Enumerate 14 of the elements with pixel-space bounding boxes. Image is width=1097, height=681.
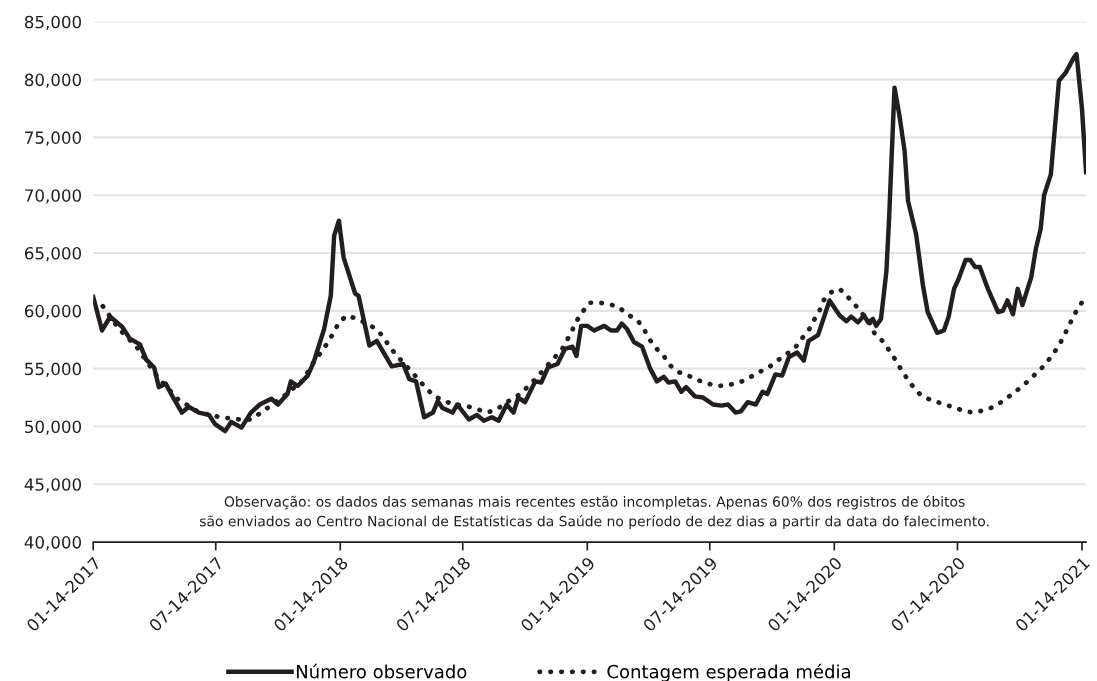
y-tick-label: 80,000	[24, 73, 82, 88]
y-tick-label: 70,000	[25, 189, 82, 204]
y-tick-label: 65,000	[24, 246, 82, 262]
y-tick-label: 40,000	[24, 536, 82, 551]
legend-label: Contagem esperada média	[607, 663, 850, 681]
y-tick-label: 75,000	[25, 131, 82, 146]
y-tick-label: 45,000	[24, 478, 82, 493]
y-tick-label: 85,000	[24, 15, 82, 31]
legend-label: Número observado	[296, 663, 467, 679]
y-tick-label: 50,000	[25, 420, 82, 435]
y-tick-label: 60,000	[24, 304, 82, 320]
annotation: Observação: os dados das semanas mais recentes estão incompletas. Apenas 60% dos registros de óbitos são enviados ao Centro Nacional de Estatísticas da Saúde no período de dez dias a partir da data do falecimento.	[200, 495, 989, 530]
line-series	[93, 51, 1087, 434]
y-tick-label: 55,000	[25, 362, 82, 377]
